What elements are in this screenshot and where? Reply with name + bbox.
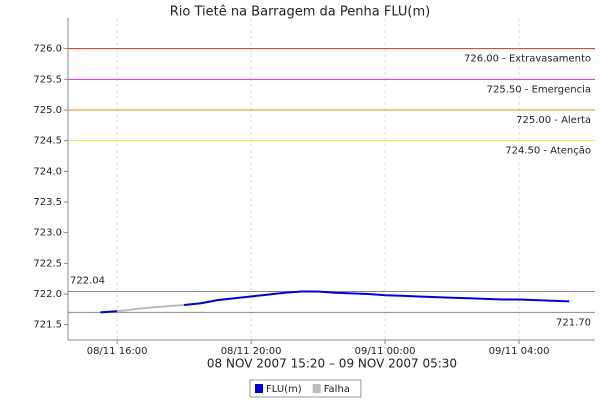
legend-label: Falha xyxy=(324,384,350,395)
legend-swatch xyxy=(255,384,263,393)
y-tick-label: 723.0 xyxy=(33,228,62,239)
threshold-label: 721.70 xyxy=(556,317,591,328)
y-tick-label: 723.5 xyxy=(33,197,62,208)
y-tick-label: 722.5 xyxy=(33,258,62,269)
threshold-label: 725.00 - Alerta xyxy=(516,115,591,126)
chart-title: Rio Tietê na Barragem da Penha FLU(m) xyxy=(170,5,431,20)
y-tick-label: 721.5 xyxy=(33,320,62,331)
legend-label: FLU(m) xyxy=(266,384,302,395)
chart-subtitle: 08 NOV 2007 15:20 – 09 NOV 2007 05:30 xyxy=(207,357,457,371)
legend-box xyxy=(249,379,362,398)
y-tick-label: 724.5 xyxy=(33,136,62,147)
y-tick-label: 726.0 xyxy=(33,44,62,55)
threshold-label: 724.50 - Atenção xyxy=(505,146,591,157)
x-tick-label: 08/11 20:00 xyxy=(221,346,282,357)
threshold-label: 726.00 - Extravasamento xyxy=(464,54,591,65)
legend-swatch xyxy=(312,384,321,393)
y-tick-label: 725.0 xyxy=(33,105,62,116)
x-tick-label: 09/11 04:00 xyxy=(489,346,550,357)
y-tick-label: 725.5 xyxy=(33,74,62,85)
x-tick-label: 08/11 16:00 xyxy=(87,346,148,357)
x-tick-label: 09/11 00:00 xyxy=(355,346,416,357)
threshold-label: 722.04 xyxy=(70,276,105,287)
threshold-label: 725.50 - Emergencia xyxy=(487,84,591,95)
series-line xyxy=(100,290,570,314)
y-tick-label: 722.0 xyxy=(33,289,62,300)
y-tick-label: 724.0 xyxy=(33,166,62,177)
